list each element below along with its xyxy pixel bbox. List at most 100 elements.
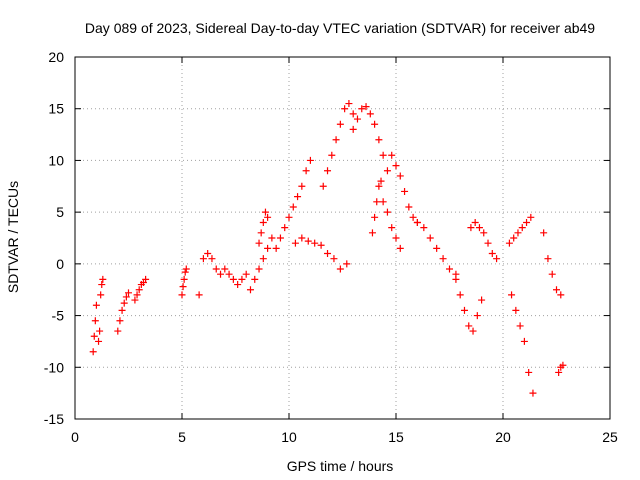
series-arc-20	[505, 213, 535, 247]
data-point	[294, 193, 302, 201]
data-point	[96, 327, 104, 335]
data-point	[362, 103, 370, 111]
data-point	[516, 322, 524, 330]
data-point	[456, 291, 464, 299]
y-tick-label: -10	[44, 359, 64, 375]
data-point	[388, 151, 396, 159]
data-point	[433, 244, 441, 252]
data-point	[125, 289, 132, 297]
data-point	[97, 291, 105, 299]
data-point	[375, 136, 383, 144]
data-point	[336, 265, 344, 273]
data-point	[120, 299, 128, 307]
series-arc-11	[291, 234, 351, 273]
data-point	[379, 151, 387, 159]
plot-frame	[74, 56, 611, 420]
data-point	[90, 332, 98, 340]
data-point	[413, 218, 421, 226]
data-point	[358, 105, 366, 113]
y-tick-label: 0	[56, 256, 64, 272]
data-point	[142, 275, 150, 283]
data-point	[373, 198, 381, 206]
data-point	[178, 291, 186, 299]
data-point	[559, 361, 567, 369]
data-point	[375, 182, 383, 190]
data-point	[548, 270, 556, 278]
series-arc-14	[368, 177, 387, 237]
data-point	[195, 291, 203, 299]
data-point	[91, 317, 99, 325]
series-arc-13	[349, 103, 391, 175]
data-point	[238, 275, 246, 283]
data-point	[289, 203, 297, 211]
data-point	[264, 213, 272, 221]
series-arc-6	[195, 250, 225, 299]
data-point	[246, 286, 254, 294]
data-point	[98, 281, 106, 289]
data-point	[508, 291, 516, 299]
data-point	[261, 208, 269, 216]
data-point	[229, 275, 237, 283]
data-point	[328, 151, 336, 159]
data-point	[179, 283, 187, 291]
series-arc-1	[89, 301, 100, 356]
data-point	[208, 255, 216, 263]
data-point	[264, 244, 272, 252]
data-point	[317, 241, 325, 249]
data-point	[255, 265, 263, 273]
data-point	[304, 237, 312, 245]
data-point	[446, 265, 453, 273]
data-point	[95, 337, 103, 345]
data-point	[217, 270, 225, 278]
data-point	[555, 368, 563, 376]
x-tick-label: 20	[495, 429, 511, 445]
data-point	[272, 244, 280, 252]
data-point	[259, 218, 267, 226]
data-point	[122, 293, 130, 301]
data-point	[439, 255, 447, 263]
chart-title: Day 089 of 2023, Sidereal Day-to-day VTE…	[85, 20, 595, 36]
y-axis-label: SDTVAR / TECUs	[5, 181, 21, 293]
x-tick-label: 5	[178, 429, 186, 445]
series-arc-17	[413, 218, 460, 278]
data-point	[225, 270, 233, 278]
data-point	[557, 291, 565, 299]
data-point	[311, 239, 319, 247]
data-point	[520, 337, 528, 345]
series-arc-16	[383, 208, 404, 252]
data-point	[306, 156, 314, 164]
data-point	[467, 224, 475, 232]
data-point	[512, 306, 520, 314]
series-arc-7	[221, 265, 250, 289]
data-point	[426, 234, 434, 242]
data-point	[396, 244, 404, 252]
data-point	[469, 327, 477, 335]
data-point	[276, 234, 284, 242]
data-point	[116, 317, 124, 325]
data-point	[465, 322, 473, 330]
data-point	[135, 286, 143, 294]
data-point	[529, 389, 537, 397]
data-point	[388, 224, 396, 232]
data-points	[89, 100, 567, 397]
x-axis-label: GPS time / hours	[287, 458, 394, 474]
data-point	[401, 187, 409, 195]
data-point	[518, 224, 526, 232]
data-point	[89, 348, 97, 356]
data-point	[114, 327, 122, 335]
series-arc-21	[508, 291, 537, 397]
x-tick-label: 0	[71, 429, 79, 445]
data-point	[377, 177, 385, 185]
series-arc-4	[131, 275, 150, 304]
x-tick-label: 10	[281, 429, 297, 445]
data-point	[99, 275, 107, 283]
data-point	[298, 182, 306, 190]
data-point	[484, 239, 492, 247]
y-tick-label: -15	[44, 411, 64, 427]
data-point	[525, 368, 533, 376]
data-point	[181, 268, 189, 276]
data-point	[452, 275, 460, 283]
axis-ticks: 0 5 10 15 20 25 -15 -10 -5 0 5 10 15 20	[44, 49, 618, 445]
